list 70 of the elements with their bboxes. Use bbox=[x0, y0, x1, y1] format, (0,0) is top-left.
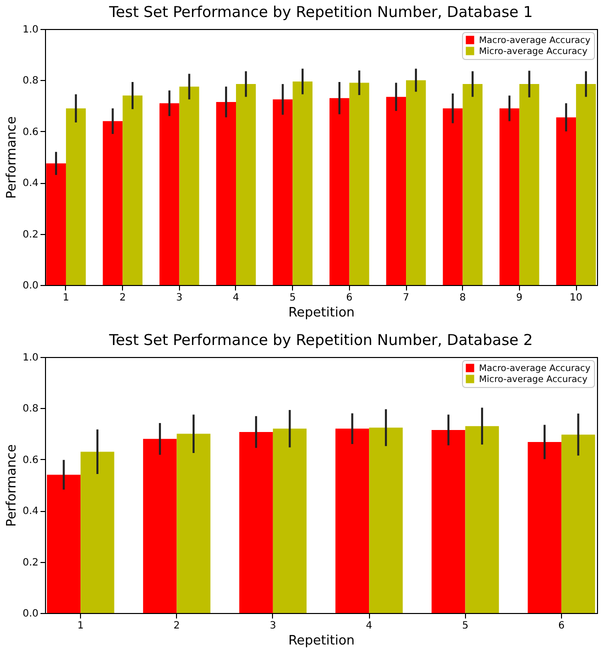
bar bbox=[80, 452, 114, 613]
bar bbox=[46, 474, 81, 613]
bar bbox=[176, 434, 210, 613]
bar bbox=[442, 108, 463, 285]
bar bbox=[561, 434, 596, 613]
bar bbox=[122, 96, 142, 285]
bar bbox=[236, 84, 256, 285]
y-tick-label: 1.0 bbox=[22, 352, 38, 364]
y-axis-title: Performance bbox=[4, 116, 20, 199]
bar bbox=[216, 102, 236, 285]
x-tick-label: 10 bbox=[570, 292, 582, 304]
x-axis-title: Repetition bbox=[288, 306, 355, 320]
legend-label: Micro-average Accuracy bbox=[479, 47, 588, 57]
y-tick-label: 0.8 bbox=[22, 404, 38, 415]
x-tick-label: 6 bbox=[558, 620, 565, 632]
bar bbox=[556, 117, 576, 285]
bar bbox=[406, 80, 426, 285]
x-tick-label: 3 bbox=[270, 620, 276, 632]
bar bbox=[500, 108, 520, 285]
y-tick-label: 0.8 bbox=[22, 76, 38, 87]
bar bbox=[143, 438, 177, 613]
legend-label: Macro-average Accuracy bbox=[479, 36, 592, 46]
bar bbox=[272, 428, 307, 613]
y-tick-label: 0.6 bbox=[22, 126, 38, 138]
y-tick-label: 0.2 bbox=[22, 557, 38, 568]
bar bbox=[335, 428, 370, 613]
bar bbox=[432, 430, 466, 613]
bar bbox=[272, 99, 293, 285]
bar bbox=[386, 96, 406, 285]
chart-title: Test Set Performance by Repetition Number, Database 2 bbox=[108, 331, 533, 349]
x-tick-label: 2 bbox=[174, 620, 180, 632]
bar bbox=[102, 121, 123, 285]
x-tick-label: 1 bbox=[62, 292, 70, 304]
x-tick-label: 4 bbox=[366, 620, 372, 632]
y-tick-label: 0.0 bbox=[22, 280, 38, 292]
legend-label: Macro-average Accuracy bbox=[479, 364, 592, 374]
x-tick-label: 6 bbox=[346, 292, 353, 304]
bar bbox=[576, 84, 596, 285]
bar bbox=[349, 82, 370, 285]
x-tick-label: 4 bbox=[232, 292, 240, 304]
y-tick-label: 0.6 bbox=[22, 454, 38, 466]
bar bbox=[330, 98, 350, 285]
bar bbox=[292, 81, 312, 285]
bar bbox=[179, 86, 200, 285]
x-tick-label: 1 bbox=[77, 620, 84, 632]
bar bbox=[528, 442, 562, 613]
x-tick-label: 2 bbox=[119, 292, 126, 304]
x-tick-label: 3 bbox=[176, 292, 183, 304]
bar bbox=[46, 163, 66, 285]
y-axis-title: Performance bbox=[4, 444, 20, 527]
y-tick-label: 1.0 bbox=[22, 24, 38, 36]
x-tick-label: 8 bbox=[459, 292, 466, 304]
y-tick-label: 0.0 bbox=[22, 608, 38, 620]
bar bbox=[462, 84, 483, 285]
y-tick-label: 0.2 bbox=[22, 229, 38, 240]
bar bbox=[159, 103, 180, 285]
x-tick-label: 7 bbox=[402, 292, 410, 304]
x-tick-label: 5 bbox=[289, 292, 296, 304]
bar bbox=[465, 426, 499, 613]
bar bbox=[66, 108, 86, 285]
legend-label: Micro-average Accuracy bbox=[479, 375, 588, 385]
x-axis-title: Repetition bbox=[288, 634, 355, 648]
y-tick-label: 0.4 bbox=[22, 178, 38, 190]
bar bbox=[239, 432, 273, 613]
y-tick-label: 0.4 bbox=[22, 506, 38, 518]
bar bbox=[369, 428, 403, 613]
chart-title: Test Set Performance by Repetition Number, Database 1 bbox=[108, 3, 533, 21]
x-tick-label: 5 bbox=[462, 620, 468, 632]
bar bbox=[519, 84, 540, 285]
x-tick-label: 9 bbox=[516, 292, 523, 304]
